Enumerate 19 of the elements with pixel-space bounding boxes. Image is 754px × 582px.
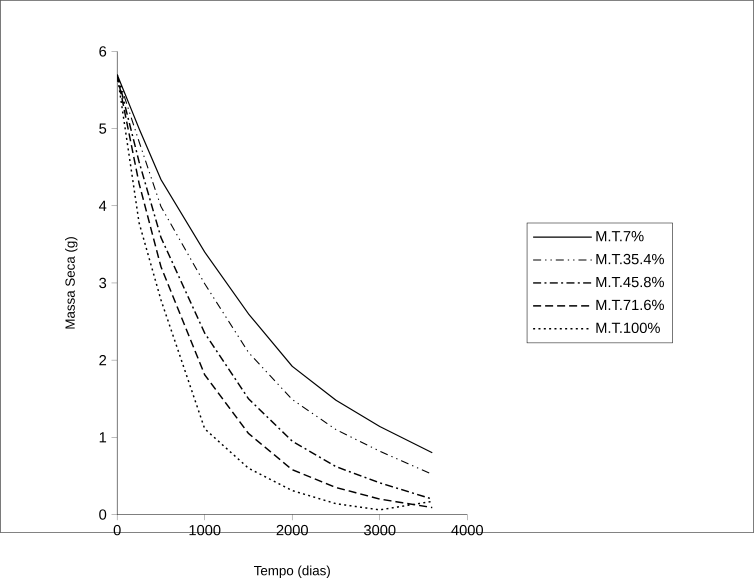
legend-label: M.T.45.8% (596, 276, 664, 287)
y-tick-label: 1 (100, 432, 106, 442)
legend-label: M.T.71.6% (596, 300, 664, 310)
x-tick-label: 4000 (451, 524, 483, 536)
y-tick-label: 5 (99, 123, 106, 134)
y-tick-label: 2 (99, 354, 106, 366)
x-axis-title: Tempo (dias) (254, 565, 330, 578)
x-tick-label: 3000 (364, 524, 396, 536)
y-tick-label: 4 (98, 200, 106, 211)
y-tick-label: 0 (99, 509, 106, 520)
legend-label: M.T.35.4% (596, 254, 664, 264)
x-tick-label: 2000 (276, 524, 308, 536)
legend-label: M.T.100% (596, 322, 660, 333)
y-tick-label: 3 (99, 278, 106, 288)
legend-label: M.T.7% (596, 230, 644, 242)
x-tick-label: 0 (114, 524, 121, 536)
y-tick-label: 6 (99, 46, 106, 56)
y-axis-title: Massa Seca (g) (65, 236, 78, 328)
x-tick-label: 1000 (190, 524, 220, 536)
